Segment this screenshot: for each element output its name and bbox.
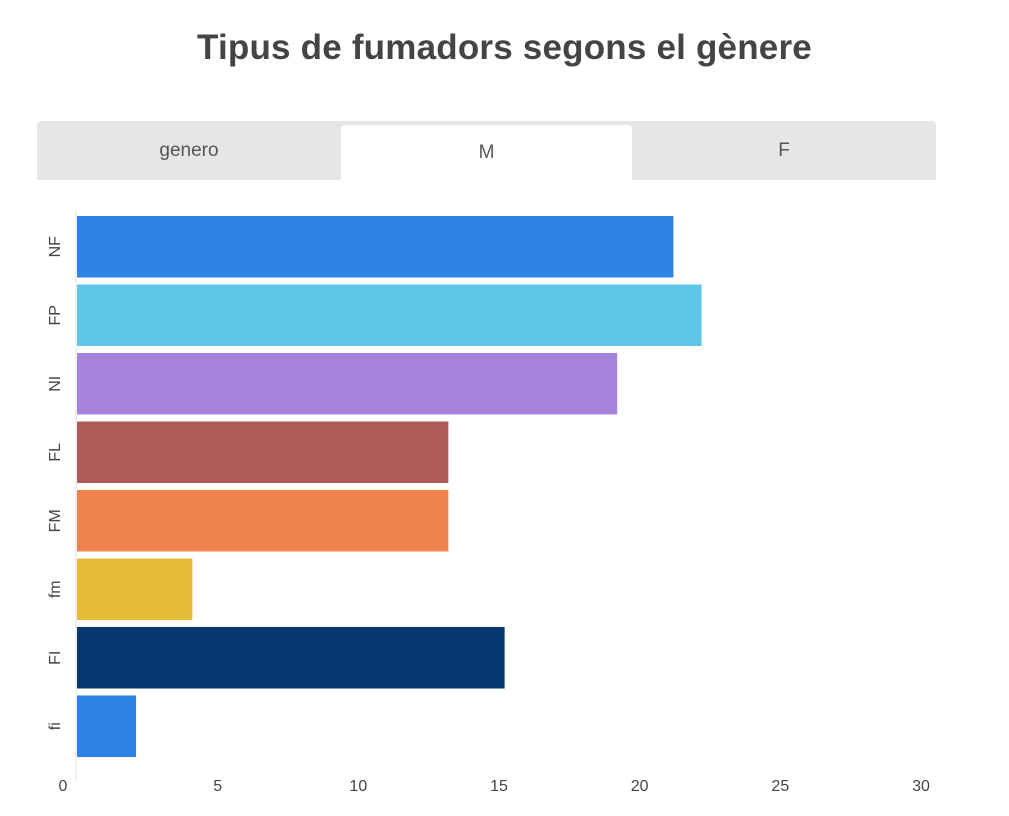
x-tick-label-15: 15 [490, 778, 508, 795]
category-label-fm: fm [47, 580, 64, 598]
bar-fi[interactable] [77, 695, 137, 758]
tab-f[interactable]: F [778, 139, 790, 161]
x-tick-label-20: 20 [631, 778, 649, 795]
x-tick-label-0: 0 [59, 778, 68, 795]
chart-title: Tipus de fumadors segons el gènere [197, 28, 812, 67]
tab-genero[interactable]: genero [159, 139, 219, 161]
category-label-FL: FL [47, 443, 64, 462]
tab-bar: genero M F [37, 121, 936, 180]
category-label-NF: NF [47, 236, 64, 258]
x-tick-label-5: 5 [213, 778, 222, 795]
bar-NF[interactable] [77, 216, 674, 278]
bar-FM[interactable] [77, 490, 449, 552]
bar-NI[interactable] [77, 353, 618, 415]
bar-FI[interactable] [77, 627, 505, 689]
category-label-FP: FP [47, 305, 64, 325]
category-label-NI: NI [47, 376, 64, 392]
category-label-FM: FM [47, 509, 64, 532]
bar-fm[interactable] [77, 558, 193, 621]
x-tick-label-30: 30 [912, 778, 930, 795]
x-tick-label-25: 25 [771, 778, 789, 795]
category-label-FI: FI [47, 651, 64, 665]
bar-FL[interactable] [77, 421, 449, 484]
x-tick-label-10: 10 [349, 778, 367, 795]
category-label-fi: fi [47, 722, 64, 730]
tab-m[interactable]: M [341, 125, 632, 180]
bar-FP[interactable] [77, 284, 702, 347]
